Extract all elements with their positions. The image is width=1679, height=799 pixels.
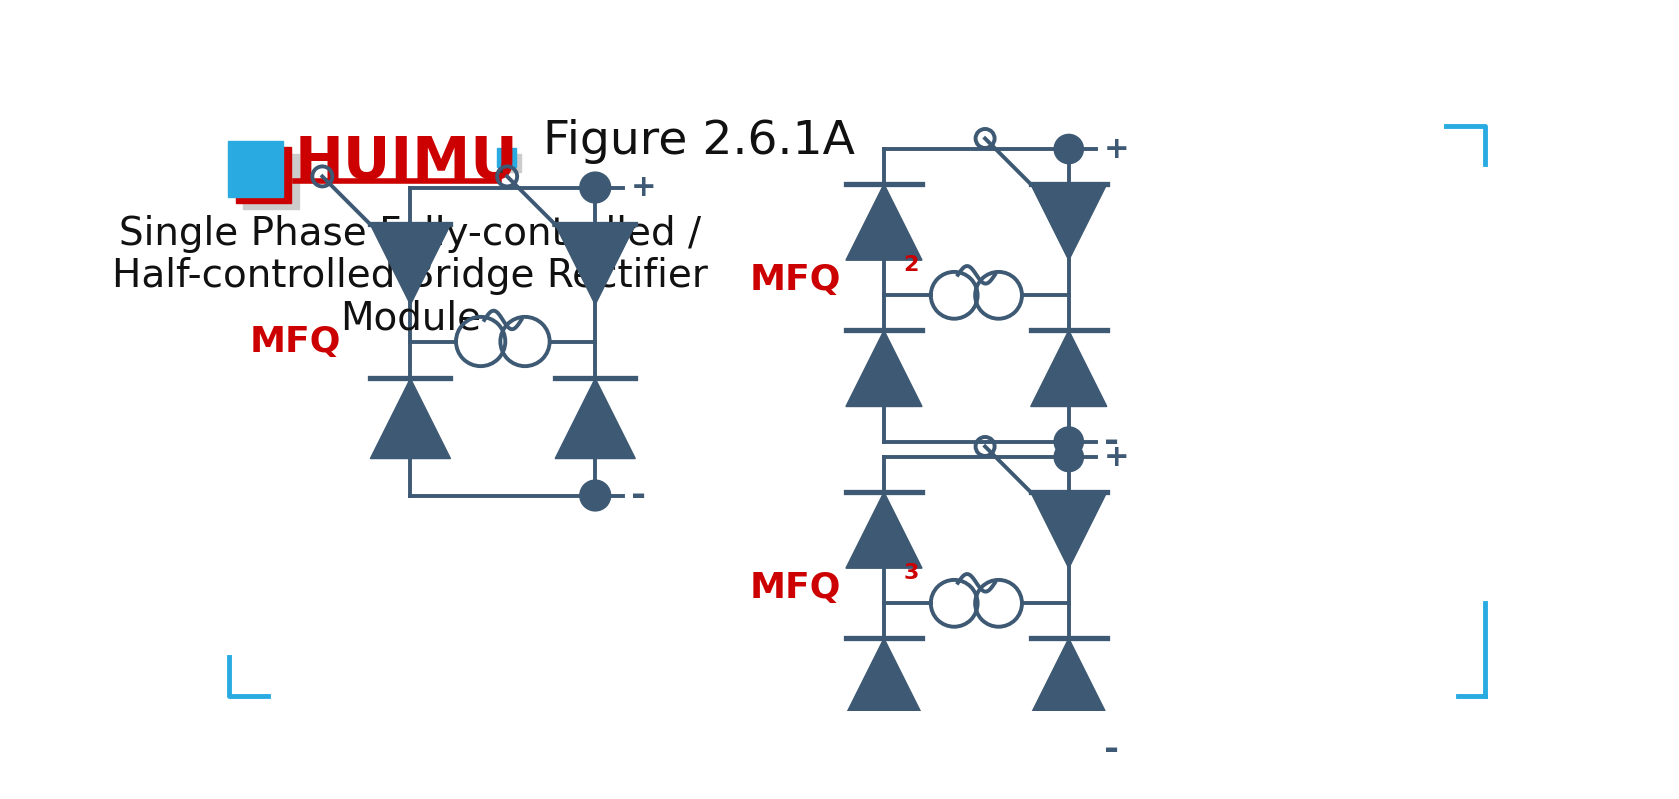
Text: -: - bbox=[631, 479, 646, 512]
Text: Half-controlled Bridge Rectifier: Half-controlled Bridge Rectifier bbox=[112, 257, 709, 295]
Polygon shape bbox=[371, 379, 450, 459]
Circle shape bbox=[1054, 735, 1083, 764]
Text: +: + bbox=[1103, 134, 1130, 164]
Polygon shape bbox=[556, 379, 635, 459]
Polygon shape bbox=[1031, 638, 1106, 714]
Polygon shape bbox=[846, 331, 922, 407]
Circle shape bbox=[1054, 134, 1083, 164]
Text: -: - bbox=[1103, 424, 1118, 459]
Text: .: . bbox=[494, 140, 507, 181]
Text: Module: Module bbox=[339, 300, 480, 337]
Bar bbox=[497, 149, 515, 167]
Polygon shape bbox=[846, 492, 922, 568]
Text: MFQ: MFQ bbox=[751, 263, 841, 297]
Text: 2: 2 bbox=[903, 255, 918, 275]
Bar bbox=[502, 153, 520, 172]
Polygon shape bbox=[371, 225, 450, 304]
Text: +: + bbox=[1103, 443, 1130, 471]
Bar bbox=[243, 153, 299, 209]
Text: MFQ: MFQ bbox=[751, 571, 841, 605]
Polygon shape bbox=[556, 225, 635, 304]
Bar bbox=[228, 141, 284, 197]
Polygon shape bbox=[846, 638, 922, 714]
Circle shape bbox=[1054, 427, 1083, 456]
Text: Single Phase Fully-controlled /: Single Phase Fully-controlled / bbox=[119, 215, 702, 252]
Polygon shape bbox=[1031, 492, 1106, 568]
Text: +: + bbox=[631, 173, 656, 202]
Polygon shape bbox=[846, 184, 922, 260]
Circle shape bbox=[1054, 443, 1083, 471]
Text: HUIMU: HUIMU bbox=[296, 134, 519, 192]
Circle shape bbox=[579, 480, 611, 511]
Bar bbox=[235, 148, 290, 203]
Polygon shape bbox=[1031, 184, 1106, 260]
Text: Figure 2.6.1A: Figure 2.6.1A bbox=[544, 119, 855, 164]
Text: 3: 3 bbox=[903, 562, 918, 582]
Circle shape bbox=[579, 172, 611, 203]
Text: MFQ: MFQ bbox=[250, 324, 341, 359]
Polygon shape bbox=[1031, 331, 1106, 407]
Text: -: - bbox=[1103, 733, 1118, 766]
